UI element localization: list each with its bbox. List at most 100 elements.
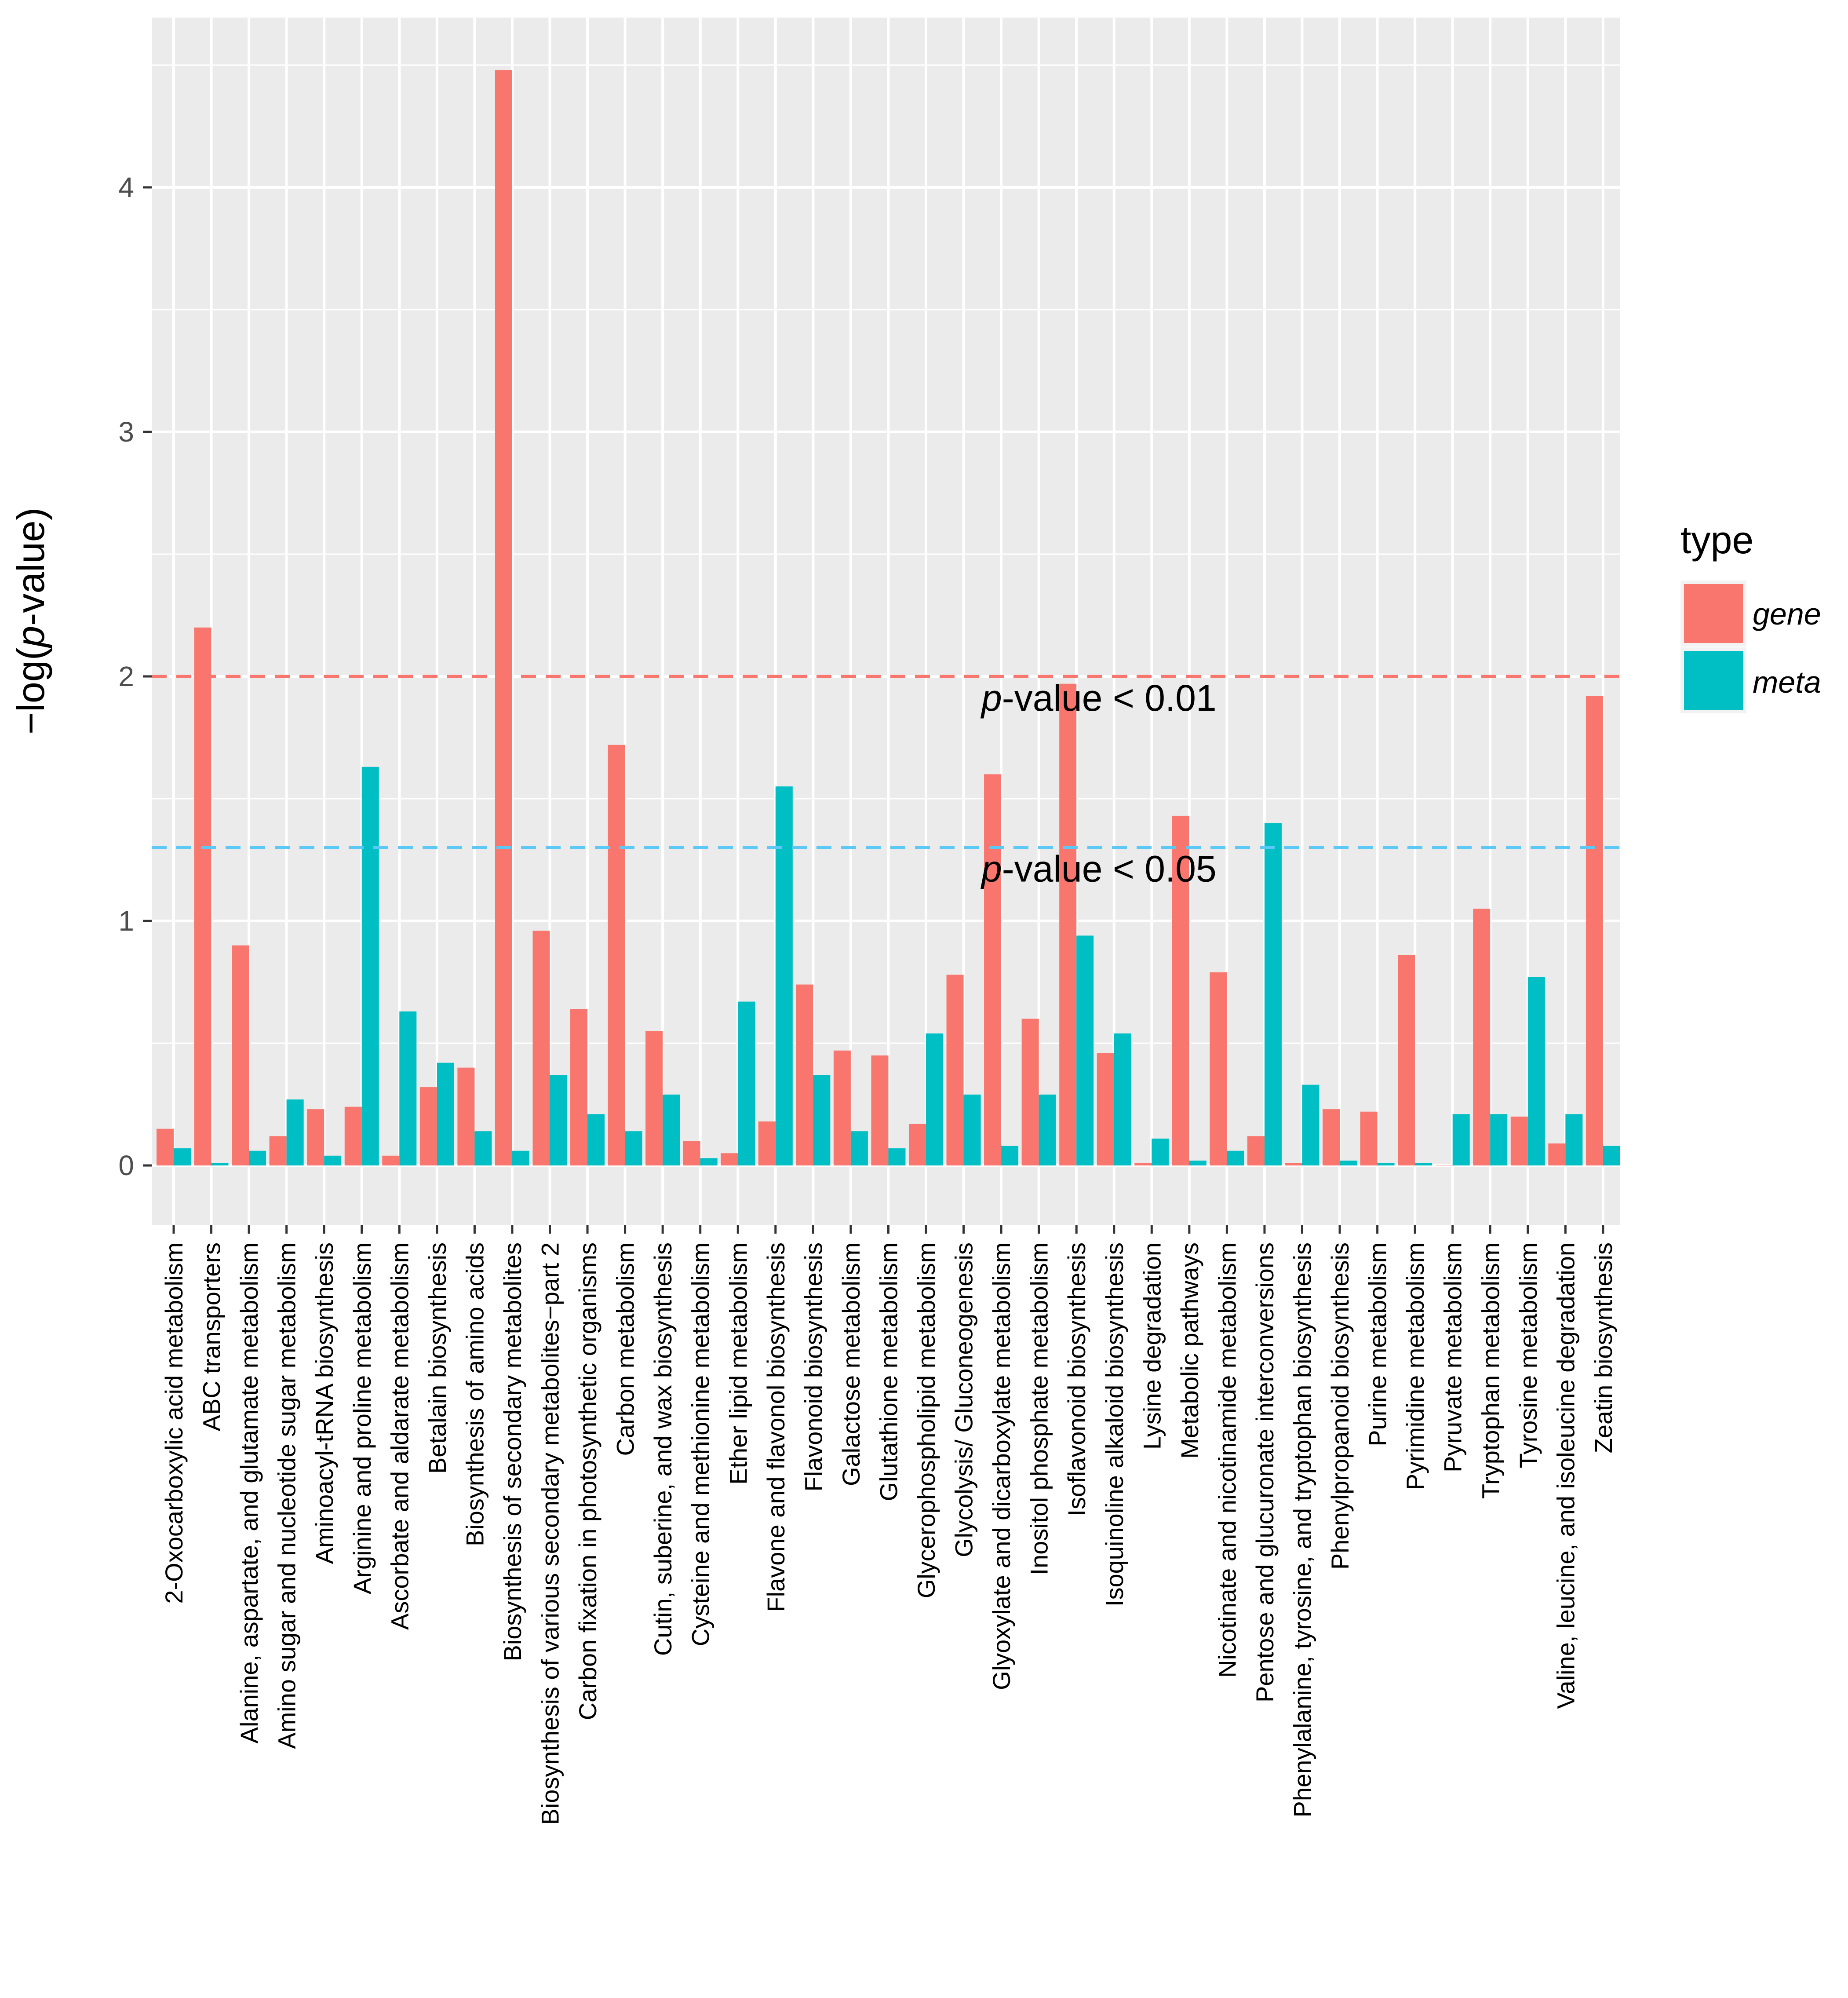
x-tick-label: Cysteine and methionine metabolism <box>687 1242 714 1646</box>
x-tick-label: Tryptophan metabolism <box>1476 1242 1504 1499</box>
bar-gene <box>194 627 211 1165</box>
x-tick-label: Phenylalanine, tyrosine, and tryptophan … <box>1289 1242 1316 1818</box>
reference-lines: p-value < 0.01p-value < 0.05 <box>152 675 1620 890</box>
bar-meta <box>324 1155 342 1165</box>
bar-gene <box>758 1121 776 1165</box>
x-tick-label: Purine metabolism <box>1364 1242 1392 1446</box>
bar-gene <box>570 1009 588 1165</box>
x-tick-label: Glutathione metabolism <box>875 1242 902 1501</box>
legend-label-meta: meta <box>1753 665 1821 699</box>
y-axis-title: −log(p-value) <box>9 508 52 734</box>
reference-line-label-italic: p <box>980 848 1002 890</box>
legend-swatch-meta <box>1684 651 1743 710</box>
reference-line-label-text: -value < 0.01 <box>1002 677 1217 719</box>
x-tick-label: Metabolic pathways <box>1176 1242 1203 1459</box>
x-tick-label: Valine, leucine, and isoleucine degradat… <box>1552 1242 1579 1709</box>
x-tick-label: Lysine degradation <box>1138 1242 1166 1450</box>
x-tick-label: Nicotinate and nicotinamide metabolism <box>1213 1242 1241 1678</box>
bar-gene <box>532 931 550 1165</box>
bar-meta <box>1452 1114 1470 1165</box>
bar-gene <box>1548 1143 1566 1165</box>
bar-meta <box>1264 823 1282 1165</box>
x-tick-label: Biosynthesis of various secondary metabo… <box>536 1242 564 1825</box>
bar-gene <box>157 1129 174 1165</box>
x-tick-label: Tyrosine metabolism <box>1514 1242 1542 1468</box>
bar-gene <box>232 945 249 1165</box>
bar-meta <box>174 1148 191 1165</box>
bar-meta <box>587 1114 605 1165</box>
y-tick-label: 3 <box>118 416 134 448</box>
bar-gene <box>608 745 625 1165</box>
reference-line-label-italic: p <box>980 677 1002 719</box>
legend-swatch-gene <box>1684 584 1743 643</box>
bar-gene <box>683 1141 700 1165</box>
bar-gene <box>946 975 964 1165</box>
bar-gene <box>721 1153 738 1165</box>
bar-meta <box>437 1063 454 1165</box>
bar-meta <box>361 767 379 1165</box>
x-tick-label: Flavonoid biosynthesis <box>799 1242 827 1492</box>
bar-gene <box>307 1109 324 1165</box>
bar-gene <box>1360 1111 1378 1165</box>
bar-gene <box>269 1136 287 1165</box>
bar-meta <box>888 1148 906 1165</box>
bar-meta <box>1415 1163 1432 1165</box>
x-tick-label: Pentose and glucuronate interconversions <box>1251 1242 1279 1702</box>
bar-meta <box>1227 1151 1244 1165</box>
x-tick-label: ABC transporters <box>198 1242 226 1432</box>
bar-gene <box>1473 909 1491 1165</box>
x-tick-label: Glycerophospholipid metabolism <box>912 1242 940 1598</box>
bar-meta <box>512 1151 529 1165</box>
bars <box>157 70 1620 1166</box>
bar-gene <box>909 1124 926 1165</box>
bar-gene <box>495 70 512 1165</box>
bar-meta <box>775 786 793 1165</box>
x-tick-label: Pyrimidine metabolism <box>1401 1242 1429 1490</box>
bar-meta <box>850 1131 868 1165</box>
x-tick-label: Biosynthesis of amino acids <box>461 1242 488 1546</box>
x-tick-label: Cutin, suberine, and wax biosynthesis <box>649 1242 677 1656</box>
bar-meta <box>700 1158 718 1165</box>
reference-line-label-1: p-value < 0.05 <box>980 848 1217 890</box>
x-tick-label: Carbon fixation in photosynthetic organi… <box>574 1242 601 1720</box>
reference-line-label-0: p-value < 0.01 <box>980 677 1217 719</box>
x-tick-label: Galactose metabolism <box>837 1242 865 1486</box>
bar-meta <box>926 1033 943 1165</box>
x-tick-label: Carbon metabolism <box>612 1242 639 1456</box>
x-tick-label: Flavone and flavonol biosynthesis <box>762 1242 790 1612</box>
bar-meta <box>399 1011 417 1165</box>
bar-meta <box>550 1075 567 1165</box>
bar-gene <box>984 774 1002 1165</box>
bar-meta <box>1527 977 1545 1165</box>
x-tick-label: Glycolysis/ Gluconeogenesis <box>950 1242 978 1557</box>
bar-gene <box>457 1067 475 1165</box>
x-tick-label: Isoflavonoid biosynthesis <box>1063 1242 1090 1516</box>
reference-line-label-text: -value < 0.05 <box>1002 848 1217 890</box>
y-axis-title-suffix: -value) <box>9 508 52 626</box>
bar-gene <box>1134 1163 1152 1165</box>
bar-meta <box>474 1131 492 1165</box>
y-axis-title-prefix: −log( <box>9 647 52 734</box>
x-tick-label: Aminoacyl-tRNA biosynthesis <box>310 1242 338 1564</box>
y-axis: 0 1 2 3 4 <box>118 172 152 1181</box>
x-tick-label: Alanine, aspartate, and glutamate metabo… <box>235 1242 263 1743</box>
x-tick-label: Amino sugar and nucleotide sugar metabol… <box>273 1242 301 1749</box>
y-axis-title-italic: p <box>9 626 52 649</box>
x-tick-label: Ether lipid metabolism <box>724 1242 752 1485</box>
bar-meta <box>625 1131 642 1165</box>
bar-gene <box>1398 955 1415 1165</box>
bar-gene <box>1247 1136 1265 1165</box>
plot-panel <box>152 18 1620 1225</box>
y-tick-label: 4 <box>118 172 134 203</box>
bar-gene <box>833 1050 851 1165</box>
bar-meta <box>1340 1160 1357 1165</box>
bar-gene <box>1210 972 1227 1165</box>
y-tick-label: 0 <box>118 1150 134 1181</box>
bar-meta <box>1001 1146 1019 1165</box>
x-tick-label: 2-Oxocarboxylic acid metabolism <box>160 1242 188 1604</box>
bar-gene <box>1586 696 1603 1165</box>
bar-gene <box>419 1087 437 1165</box>
x-tick-label: Phenylpropanoid biosynthesis <box>1326 1242 1354 1570</box>
bar-meta <box>1039 1094 1056 1165</box>
bar-meta <box>663 1094 680 1165</box>
